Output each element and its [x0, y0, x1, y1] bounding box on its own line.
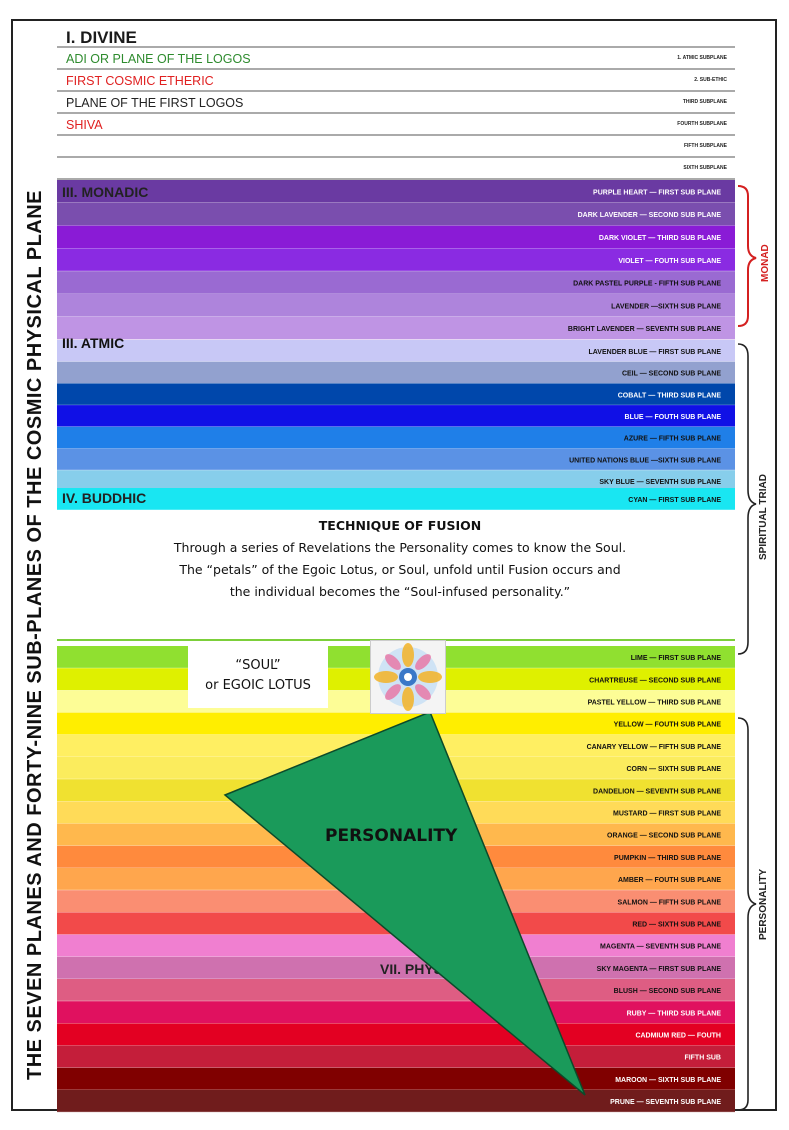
fusion-line-3: the individual becomes the “Soul-infused… [229, 584, 571, 599]
sub-plane-label: DANDELION — SEVENTH SUB PLANE [593, 788, 721, 795]
sub-plane-label: MUSTARD — FIRST SUB PLANE [613, 811, 721, 818]
fusion-panel [57, 510, 735, 644]
divine-title: I. DIVINE [66, 28, 137, 47]
sub-plane-band [57, 383, 735, 406]
soul-label-line-2: or EGOIC LOTUS [205, 678, 311, 693]
personality-bracket [737, 717, 757, 1111]
sub-plane-label: SKY BLUE — SEVENTH SUB PLANE [599, 479, 721, 486]
sub-plane-band [57, 248, 735, 272]
personality-triangle [223, 711, 586, 1096]
sub-plane-band [57, 1001, 735, 1024]
sub-plane-band [57, 979, 735, 1002]
sub-plane-label: AMBER — FOUTH SUB PLANE [618, 877, 721, 884]
divine-row-sublabel: 2. SUB-ETHIC [694, 77, 727, 83]
sub-plane-label: CANARY YELLOW — FIFTH SUB PLANE [587, 744, 722, 751]
sub-plane-band [57, 340, 735, 362]
sub-plane-label: COBALT — THIRD SUB PLANE [618, 392, 722, 399]
sub-plane-label: PUMPKIN — THIRD SUB PLANE [614, 855, 721, 862]
divine-row-label: SHIVA [66, 118, 103, 132]
monad-bracket [737, 185, 757, 327]
sub-plane-band [57, 426, 735, 449]
monadic-title: III. MONADIC [62, 184, 148, 200]
divine-row-sublabel: 1. ATMIC SUBPLANE [677, 55, 727, 61]
sub-plane-label: BRIGHT LAVENDER — SEVENTH SUB PLANE [568, 326, 721, 333]
sub-plane-band [57, 202, 735, 226]
sub-plane-label: SKY MAGENTA — FIRST SUB PLANE [597, 966, 722, 973]
sub-plane-band [57, 1045, 735, 1068]
sub-plane-label: LAVENDER —SIXTH SUB PLANE [611, 303, 721, 310]
sub-plane-label: VIOLET — FOUTH SUB PLANE [618, 258, 721, 265]
sub-plane-label: ORANGE — SECOND SUB PLANE [607, 833, 721, 840]
sub-plane-label: PASTEL YELLOW — THIRD SUB PLANE [588, 700, 722, 707]
sub-plane-label: PRUNE — SEVENTH SUB PLANE [610, 1099, 721, 1106]
sub-plane-band [57, 448, 735, 471]
sub-plane-label: UNITED NATIONS BLUE —SIXTH SUB PLANE [569, 457, 721, 464]
divine-row-sublabel: SIXTH SUBPLANE [683, 165, 727, 171]
sub-plane-label: CYAN — FIRST SUB PLANE [628, 497, 721, 504]
sub-plane-band [57, 316, 735, 340]
sub-plane-label: CEIL — SECOND SUB PLANE [622, 371, 721, 378]
sub-plane-band [57, 361, 735, 384]
sub-plane-band [57, 712, 735, 735]
divine-row-sublabel: THIRD SUBPLANE [683, 99, 728, 105]
sub-plane-band [57, 1023, 735, 1046]
sub-plane-label: MAGENTA — SEVENTH SUB PLANE [600, 944, 721, 951]
sub-plane-label: CORN — SIXTH SUB PLANE [626, 766, 721, 773]
divine-row-label: PLANE OF THE FIRST LOGOS [66, 96, 243, 110]
sub-plane-label: YELLOW — FOUTH SUB PLANE [614, 722, 722, 729]
sub-plane-label: BLUE — FOUTH SUB PLANE [625, 414, 722, 421]
sub-plane-label: RED — SIXTH SUB PLANE [632, 922, 721, 929]
sub-plane-label: LAVENDER BLUE — FIRST SUB PLANE [589, 349, 722, 356]
divine-row-sublabel: FOURTH SUBPLANE [677, 121, 727, 127]
sub-plane-label: SALMON — FIFTH SUB PLANE [618, 899, 722, 906]
sub-plane-band [57, 470, 735, 492]
sub-plane-label: DARK VIOLET — THIRD SUB PLANE [599, 235, 721, 242]
sub-plane-band [57, 1090, 735, 1113]
lotus-mandala-icon [374, 643, 442, 711]
sub-plane-band [57, 488, 735, 510]
sub-plane-label: MAROON — SIXTH SUB PLANE [615, 1077, 721, 1084]
sub-plane-label: DARK PASTEL PURPLE - FIFTH SUB PLANE [573, 281, 721, 288]
monad-bracket-label: MONAD [760, 244, 771, 282]
sub-plane-label: BLUSH — SECOND SUB PLANE [614, 988, 722, 995]
sub-plane-band [57, 225, 735, 249]
sub-plane-band [57, 180, 735, 203]
sub-plane-label: AZURE — FIFTH SUB PLANE [624, 436, 722, 443]
egoic-lotus-image [370, 640, 446, 714]
buddhic-title: IV. BUDDHIC [62, 490, 146, 506]
personality-triangle-label: PERSONALITY [325, 826, 458, 846]
sub-plane-band [57, 405, 735, 427]
divine-row-sublabel: FIFTH SUBPLANE [684, 143, 728, 149]
soul-label-line-1: “SOUL” [235, 658, 281, 673]
sub-plane-label: DARK LAVENDER — SECOND SUB PLANE [578, 212, 722, 219]
sub-plane-band [57, 956, 735, 979]
spiritual-triad-bracket-label: SPIRITUAL TRIAD [758, 474, 769, 560]
fusion-line-1: Through a series of Revelations the Pers… [173, 540, 627, 555]
sub-plane-label: CHARTREUSE — SECOND SUB PLANE [589, 677, 721, 684]
soul-label-box: “SOUL” or EGOIC LOTUS [188, 646, 328, 708]
fusion-title: TECHNIQUE OF FUSION [318, 518, 482, 533]
divine-row-label: FIRST COSMIC ETHERIC [66, 74, 214, 88]
sub-plane-band [57, 934, 735, 957]
spiritual-triad-bracket [737, 343, 757, 655]
divine-row-label: ADI OR PLANE OF THE LOGOS [66, 52, 251, 66]
sub-plane-label: PURPLE HEART — FIRST SUB PLANE [593, 189, 721, 196]
sub-plane-band [57, 294, 735, 317]
sub-plane-label: CADMIUM RED — FOUTH [635, 1033, 721, 1040]
sub-plane-label: LIME — FIRST SUB PLANE [631, 655, 722, 662]
sub-plane-label: FIFTH SUB [684, 1055, 721, 1062]
sub-plane-label: RUBY — THIRD SUB PLANE [627, 1010, 722, 1017]
fusion-line-2: The “petals” of the Egoic Lotus, or Soul… [179, 562, 621, 577]
atmic-title: III. ATMIC [62, 335, 124, 351]
sub-plane-band [57, 271, 735, 294]
personality-bracket-label: PERSONALITY [758, 868, 769, 940]
technique-of-fusion: TECHNIQUE OF FUSION Through a series of … [60, 515, 740, 603]
